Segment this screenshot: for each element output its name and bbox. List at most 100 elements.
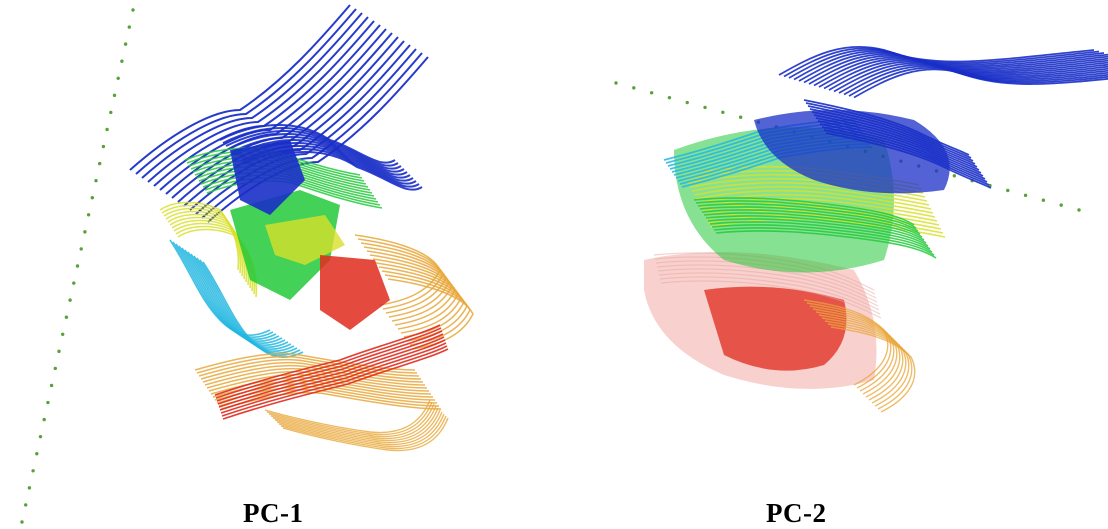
blue-helix-trace bbox=[815, 117, 982, 174]
orange-sheet-trace bbox=[194, 352, 416, 371]
blue-helix-trace bbox=[129, 4, 351, 171]
green-sheet-trace bbox=[699, 206, 921, 235]
yellow-sheet-trace bbox=[703, 205, 940, 226]
axis-dot bbox=[123, 42, 128, 46]
orange-sheet-trace bbox=[220, 391, 442, 410]
axis-dot bbox=[738, 115, 743, 119]
faded-sheet-trace bbox=[660, 280, 882, 319]
axis-dot bbox=[1006, 188, 1010, 193]
orange-sheet-trace bbox=[266, 401, 433, 436]
yellow-core-surface bbox=[265, 215, 345, 265]
yellow-sheet-trace bbox=[693, 185, 930, 206]
pc1-label: PC-1 bbox=[243, 498, 304, 528]
axis-dot bbox=[685, 100, 689, 105]
red-sheet-trace bbox=[216, 330, 443, 402]
green-sheet-trace bbox=[705, 215, 927, 244]
axis-dot bbox=[614, 81, 618, 85]
axis-dot bbox=[38, 434, 43, 439]
orange-sheet-trace bbox=[830, 326, 916, 413]
axis-dot bbox=[94, 178, 98, 183]
axis-dot bbox=[20, 520, 24, 524]
axis-dot bbox=[75, 264, 80, 268]
axis-dot bbox=[131, 8, 135, 12]
axis-dot bbox=[46, 400, 50, 405]
blue-core-surface bbox=[230, 140, 305, 215]
axis-dot bbox=[632, 86, 636, 90]
orange-sheet-trace bbox=[202, 364, 424, 383]
orange-sheet-trace bbox=[270, 405, 437, 440]
red-sheet-trace bbox=[217, 333, 444, 405]
axis-dot bbox=[703, 105, 707, 110]
axis-dot bbox=[35, 452, 39, 456]
orange-sheet-trace bbox=[276, 411, 443, 446]
axis-dot bbox=[53, 366, 57, 371]
yellow-sheet-trace bbox=[165, 210, 246, 280]
orange-sheet-trace bbox=[204, 367, 426, 386]
green-sheet-trace bbox=[701, 209, 923, 238]
axis-dot bbox=[61, 332, 65, 336]
green-sheet-trace bbox=[703, 212, 925, 241]
orange-sheet-trace bbox=[280, 415, 447, 450]
axis-dot bbox=[31, 469, 35, 473]
axis-dot bbox=[1041, 198, 1046, 202]
pc1-structure-render bbox=[20, 4, 474, 524]
axis-dot bbox=[667, 95, 672, 100]
red-core-surface bbox=[704, 286, 847, 371]
yellow-sheet-trace bbox=[159, 201, 240, 271]
blue-helix-trace bbox=[135, 8, 357, 175]
red-core-surface bbox=[320, 255, 390, 330]
red-sheet-trace bbox=[219, 339, 446, 411]
blue-helix-trace bbox=[819, 123, 986, 180]
red-sheet-trace bbox=[218, 336, 445, 408]
blue-helix-trace bbox=[805, 102, 972, 159]
axis-dot bbox=[49, 383, 54, 388]
orange-sheet-trace bbox=[274, 409, 441, 444]
faded-sheet-trace bbox=[658, 272, 880, 311]
blue-helix-trace bbox=[809, 108, 976, 165]
orange-sheet-trace bbox=[272, 407, 439, 442]
orange-sheet-trace bbox=[200, 361, 422, 380]
axis-dot bbox=[1077, 208, 1081, 212]
axis-dot bbox=[42, 417, 46, 422]
axis-dot bbox=[1059, 203, 1063, 207]
axis-dot bbox=[86, 213, 91, 217]
blue-helix-trace bbox=[813, 114, 980, 171]
red-sheet-trace bbox=[215, 327, 442, 399]
pc2-label: PC-2 bbox=[766, 498, 827, 528]
axis-dot bbox=[649, 91, 654, 95]
axis-dot bbox=[112, 93, 117, 98]
faded-sheet-trace bbox=[656, 264, 878, 303]
blue-helix-trace bbox=[853, 68, 1108, 99]
orange-sheet-trace bbox=[282, 417, 449, 452]
axis-dot bbox=[109, 110, 113, 115]
axis-dot bbox=[105, 127, 109, 132]
blue-helix-trace bbox=[817, 120, 984, 177]
axis-dot bbox=[64, 315, 69, 319]
axis-dot bbox=[98, 161, 102, 166]
pc2-structure-render bbox=[614, 46, 1108, 413]
green-sheet-trace bbox=[715, 230, 937, 259]
axis-dot bbox=[127, 25, 131, 29]
orange-sheet-trace bbox=[196, 355, 418, 374]
red-sheet-trace bbox=[222, 348, 449, 420]
green-sheet-trace bbox=[709, 221, 931, 250]
yellow-sheet-trace bbox=[697, 193, 934, 214]
axis-dot bbox=[68, 298, 72, 302]
axis-dot bbox=[72, 281, 76, 285]
axis-dot bbox=[57, 349, 61, 354]
blue-helix-trace bbox=[803, 99, 970, 156]
yellow-sheet-trace bbox=[691, 181, 928, 202]
blue-helix-trace bbox=[821, 126, 988, 183]
axis-dot bbox=[1023, 193, 1028, 198]
axis-dot bbox=[83, 230, 87, 234]
red-sheet-trace bbox=[220, 342, 447, 414]
yellow-sheet-trace bbox=[161, 204, 242, 274]
axis-dot bbox=[90, 196, 95, 200]
green-sheet-trace bbox=[713, 227, 935, 256]
axis-dot bbox=[27, 486, 32, 490]
orange-sheet-trace bbox=[198, 358, 420, 377]
green-sheet-trace bbox=[711, 224, 933, 253]
green-sheet-trace bbox=[693, 197, 915, 226]
yellow-sheet-trace bbox=[163, 207, 244, 277]
axis-dot bbox=[952, 174, 957, 178]
